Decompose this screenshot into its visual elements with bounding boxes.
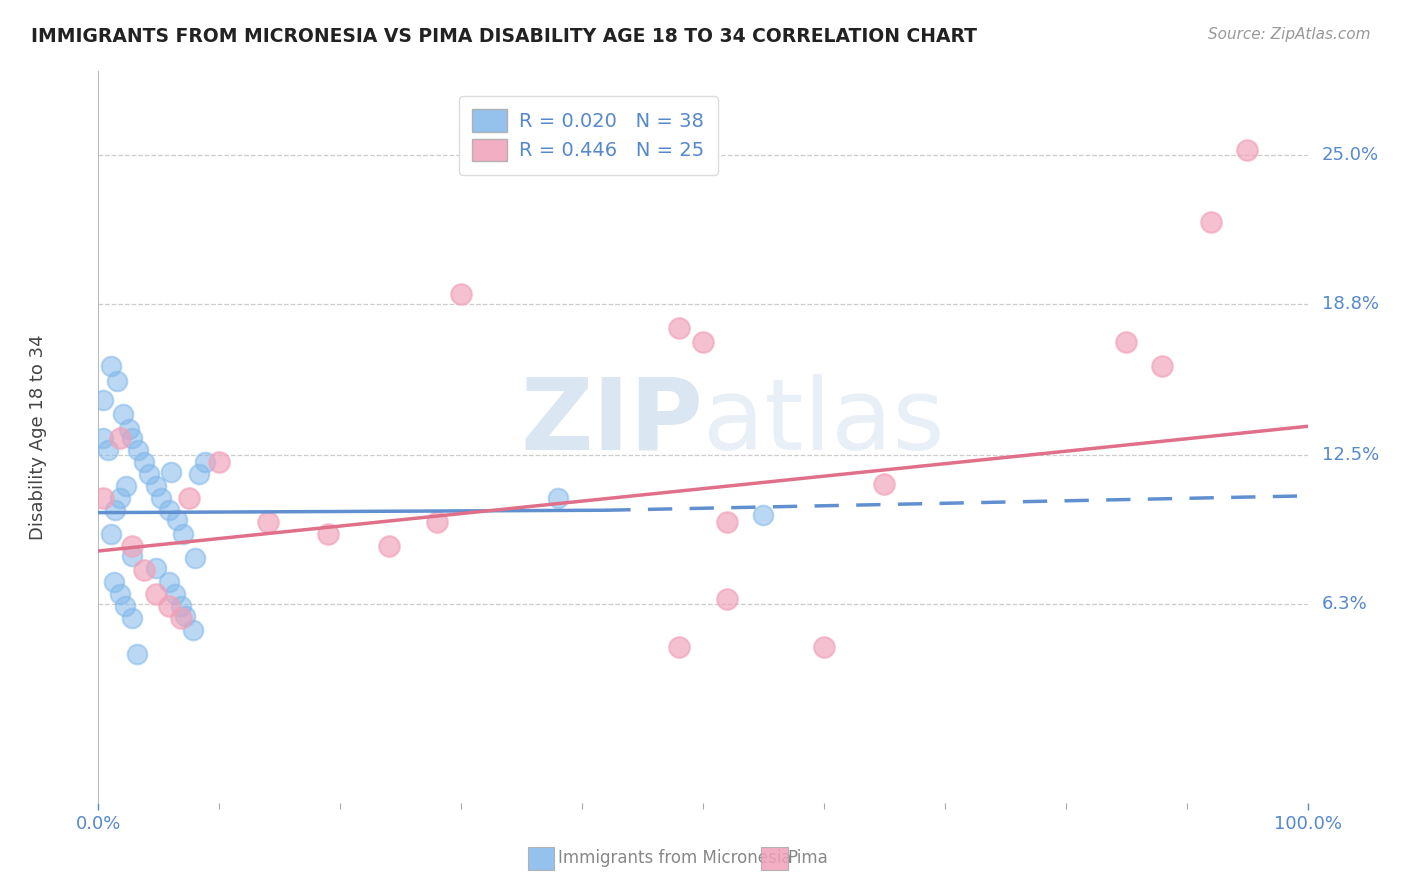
Point <box>169 599 191 614</box>
Point <box>115 479 138 493</box>
FancyBboxPatch shape <box>527 847 554 870</box>
Point <box>157 503 180 517</box>
Point <box>91 491 114 506</box>
Point <box>873 476 896 491</box>
Point <box>181 623 204 637</box>
Text: 18.8%: 18.8% <box>1322 295 1379 313</box>
Point <box>111 407 134 421</box>
Point <box>145 479 167 493</box>
Point <box>138 467 160 482</box>
Point <box>163 587 186 601</box>
Point <box>145 587 167 601</box>
Point <box>692 335 714 350</box>
Point <box>160 465 183 479</box>
Point <box>105 374 128 388</box>
Point <box>157 575 180 590</box>
Point <box>157 599 180 614</box>
Point <box>108 431 131 445</box>
Point <box>1236 144 1258 158</box>
Point <box>103 575 125 590</box>
Point <box>127 647 149 661</box>
Point <box>1199 215 1222 229</box>
Text: Disability Age 18 to 34: Disability Age 18 to 34 <box>30 334 46 540</box>
Point <box>716 515 738 529</box>
Point <box>134 455 156 469</box>
Point <box>547 491 569 506</box>
Point <box>194 455 217 469</box>
Point <box>716 591 738 606</box>
Point <box>100 527 122 541</box>
Point <box>127 443 149 458</box>
Point <box>174 608 197 623</box>
Point <box>1115 335 1137 350</box>
Text: Source: ZipAtlas.com: Source: ZipAtlas.com <box>1208 27 1371 42</box>
Point <box>169 611 191 625</box>
Point <box>121 549 143 563</box>
Point <box>1152 359 1174 374</box>
Point <box>184 551 207 566</box>
Point <box>121 431 143 445</box>
Point <box>187 467 209 482</box>
Point <box>752 508 775 522</box>
Point <box>426 515 449 529</box>
Point <box>118 422 141 436</box>
Text: 6.3%: 6.3% <box>1322 595 1368 613</box>
Point <box>134 563 156 577</box>
Legend: R = 0.020   N = 38, R = 0.446   N = 25: R = 0.020 N = 38, R = 0.446 N = 25 <box>458 95 718 175</box>
Point <box>104 503 127 517</box>
Point <box>97 443 120 458</box>
Point <box>150 491 173 506</box>
Text: atlas: atlas <box>703 374 945 471</box>
Point <box>108 491 131 506</box>
Point <box>316 527 339 541</box>
FancyBboxPatch shape <box>761 847 787 870</box>
Point <box>166 513 188 527</box>
Text: IMMIGRANTS FROM MICRONESIA VS PIMA DISABILITY AGE 18 TO 34 CORRELATION CHART: IMMIGRANTS FROM MICRONESIA VS PIMA DISAB… <box>31 27 977 45</box>
Point <box>668 640 690 654</box>
Point <box>813 640 835 654</box>
Point <box>450 287 472 301</box>
Point <box>256 515 278 529</box>
Point <box>668 321 690 335</box>
Point <box>145 561 167 575</box>
Point <box>121 611 143 625</box>
Point <box>208 455 231 469</box>
Point <box>377 539 399 553</box>
Text: 12.5%: 12.5% <box>1322 446 1379 464</box>
Point <box>91 392 114 407</box>
Text: 25.0%: 25.0% <box>1322 146 1379 164</box>
Point <box>172 527 194 541</box>
Point <box>100 359 122 374</box>
Point <box>108 587 131 601</box>
Point <box>121 539 143 553</box>
Point <box>179 491 201 506</box>
Text: Pima: Pima <box>787 848 828 867</box>
Point <box>114 599 136 614</box>
Point <box>91 431 114 445</box>
Text: ZIP: ZIP <box>520 374 703 471</box>
Text: Immigrants from Micronesia: Immigrants from Micronesia <box>558 848 792 867</box>
